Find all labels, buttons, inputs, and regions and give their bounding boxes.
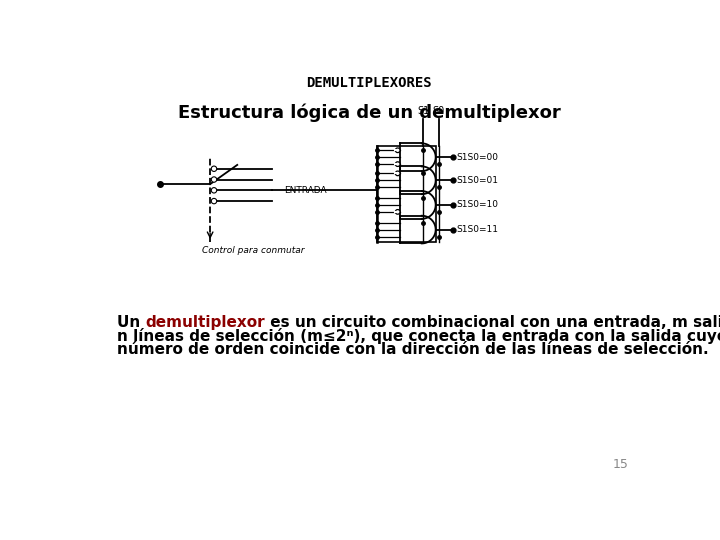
- Text: es un circuito combinacional con: es un circuito combinacional con: [265, 315, 556, 330]
- Text: ENTRADA: ENTRADA: [284, 186, 326, 195]
- Circle shape: [211, 187, 217, 193]
- Text: número de orden coincide con la dirección de las líneas de selección.: número de orden coincide con la direcció…: [117, 342, 708, 356]
- Text: S1S0=11: S1S0=11: [456, 225, 498, 234]
- Text: Estructura lógica de un demultiplexor: Estructura lógica de un demultiplexor: [178, 103, 560, 122]
- Text: S1S0=10: S1S0=10: [456, 200, 498, 210]
- Text: demultiplexor: demultiplexor: [145, 315, 265, 330]
- Circle shape: [211, 166, 217, 171]
- Text: S1S0=00: S1S0=00: [456, 153, 498, 161]
- Text: Control para conmutar: Control para conmutar: [202, 246, 305, 255]
- Text: n líneas de selección: n líneas de selección: [117, 328, 295, 343]
- Text: 15: 15: [613, 458, 629, 471]
- Circle shape: [395, 148, 400, 153]
- Text: ,: ,: [661, 315, 672, 330]
- Circle shape: [395, 210, 400, 214]
- Circle shape: [395, 171, 400, 176]
- Circle shape: [395, 162, 400, 166]
- Text: una entrada: una entrada: [556, 315, 661, 330]
- Text: S1: S1: [417, 106, 429, 117]
- Text: m salidas: m salidas: [672, 315, 720, 330]
- Text: DEMULTIPLEXORES: DEMULTIPLEXORES: [306, 76, 432, 90]
- Text: S1S0=01: S1S0=01: [456, 176, 498, 185]
- Circle shape: [211, 177, 217, 182]
- Text: Un: Un: [117, 315, 145, 330]
- Text: (m≤2ⁿ), que conecta la entrada con la salida cuyo: (m≤2ⁿ), que conecta la entrada con la sa…: [295, 328, 720, 343]
- Circle shape: [211, 198, 217, 204]
- Text: S0: S0: [433, 106, 445, 117]
